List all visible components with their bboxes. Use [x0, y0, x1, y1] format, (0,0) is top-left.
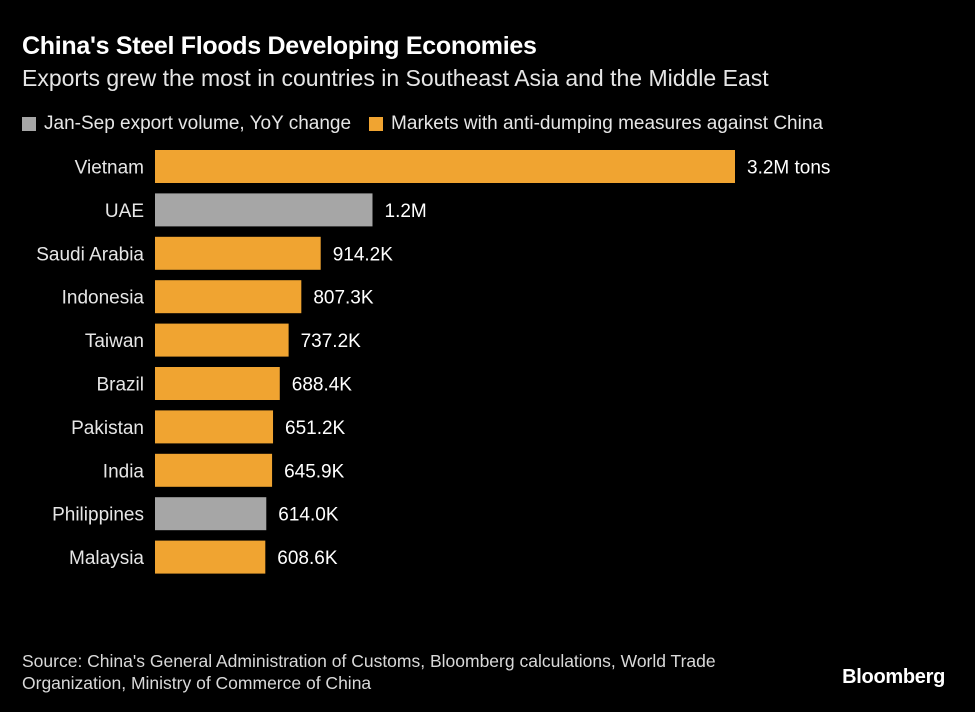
value-label-philippines: 614.0K — [278, 505, 339, 526]
value-label-uae: 1.2M — [385, 201, 427, 222]
category-label-uae: UAE — [105, 201, 144, 222]
legend-swatch-gray — [22, 117, 36, 131]
value-label-brazil: 688.4K — [292, 375, 353, 396]
legend-item-export-volume: Jan-Sep export volume, YoY change — [22, 113, 351, 135]
value-label-india: 645.9K — [284, 461, 345, 482]
legend: Jan-Sep export volume, YoY change Market… — [22, 113, 841, 135]
chart-subtitle: Exports grew the most in countries in So… — [22, 65, 769, 91]
category-label-malaysia: Malaysia — [69, 548, 144, 569]
bar-indonesia — [155, 280, 302, 314]
bar-brazil — [155, 367, 280, 400]
bar-saudi-arabia — [155, 236, 321, 270]
bar-vietnam — [155, 150, 735, 183]
bar-india — [155, 453, 273, 487]
legend-label-anti-dumping: Markets with anti-dumping measures again… — [391, 113, 823, 134]
value-label-vietnam: 3.2M tons — [747, 158, 830, 179]
category-label-pakistan: Pakistan — [71, 418, 144, 439]
bar-uae — [155, 193, 373, 227]
value-label-saudi-arabia: 914.2K — [333, 244, 394, 265]
legend-item-anti-dumping: Markets with anti-dumping measures again… — [369, 113, 823, 135]
value-label-taiwan: 737.2K — [301, 331, 362, 352]
category-label-saudi-arabia: Saudi Arabia — [36, 244, 144, 265]
legend-label-export-volume: Jan-Sep export volume, YoY change — [44, 113, 352, 134]
chart-title: China's Steel Floods Developing Economie… — [22, 32, 537, 60]
bar-malaysia — [155, 540, 266, 574]
category-label-vietnam: Vietnam — [75, 158, 144, 179]
category-label-india: India — [103, 461, 145, 482]
category-label-taiwan: Taiwan — [85, 331, 144, 352]
value-label-malaysia: 608.6K — [277, 548, 338, 569]
category-label-philippines: Philippines — [52, 505, 144, 526]
bloomberg-logo: Bloomberg — [842, 666, 945, 688]
category-label-indonesia: Indonesia — [62, 288, 145, 309]
bar-pakistan — [155, 410, 274, 444]
value-label-indonesia: 807.3K — [313, 288, 374, 309]
bar-taiwan — [155, 323, 289, 357]
bar-philippines — [155, 497, 267, 531]
category-label-brazil: Brazil — [96, 375, 144, 396]
legend-swatch-orange — [369, 117, 384, 131]
value-label-pakistan: 651.2K — [285, 418, 346, 439]
source-note: Source: China's General Administration o… — [22, 651, 716, 693]
